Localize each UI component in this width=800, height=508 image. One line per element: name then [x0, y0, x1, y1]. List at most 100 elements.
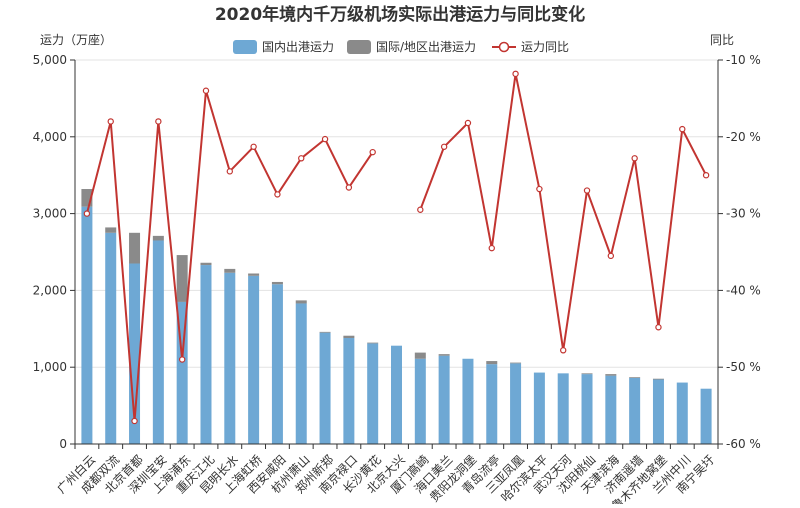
bar-domestic: [676, 382, 688, 444]
right-axis-tick-label: -50 %: [726, 360, 761, 374]
bar-international: [129, 232, 141, 264]
legend-item-yoy[interactable]: 运力同比: [492, 40, 569, 54]
yoy-point: [679, 125, 686, 133]
bar-domestic: [510, 363, 522, 444]
bar-domestic: [605, 375, 617, 444]
legend-item-international[interactable]: 国际/地区出港运力: [347, 40, 476, 54]
bar-domestic: [486, 364, 498, 444]
bar-international: [486, 361, 498, 365]
bar-international: [271, 281, 283, 285]
bar-domestic: [533, 372, 545, 444]
bar-domestic: [81, 206, 93, 444]
legend-swatch-international: [347, 40, 371, 54]
right-axis-tick-label: -20 %: [726, 130, 761, 144]
bar-domestic: [271, 284, 283, 444]
bar-international: [295, 300, 307, 304]
left-axis-tick-label: 1,000: [33, 360, 67, 374]
bar-international: [605, 374, 617, 376]
left-axis-tick-label: 5,000: [33, 53, 67, 67]
bar-international: [81, 189, 93, 207]
yoy-point: [583, 187, 591, 194]
yoy-point: [298, 155, 305, 162]
chart-title: 2020年境内千万级机场实际出港运力与同比变化: [215, 4, 585, 25]
bar-domestic: [700, 388, 712, 444]
bar-domestic: [129, 263, 141, 444]
bar-international: [152, 235, 164, 241]
bar-international: [438, 354, 450, 356]
yoy-point: [702, 171, 710, 179]
bar-international: [224, 268, 236, 273]
yoy-point: [178, 356, 186, 363]
right-axis-tick-label: -30 %: [726, 207, 761, 221]
bar-domestic: [152, 240, 164, 444]
yoy-point: [536, 185, 543, 193]
yoy-point: [274, 191, 281, 198]
yoy-point: [560, 347, 567, 354]
yoy-point: [512, 70, 519, 78]
yoy-point: [607, 252, 615, 260]
yoy-point: [131, 417, 138, 425]
bar-domestic: [295, 303, 307, 444]
yoy-point: [321, 135, 329, 143]
legend-marker-yoy: [498, 41, 510, 53]
yoy-point: [155, 118, 162, 125]
bar-domestic: [319, 332, 331, 444]
yoy-point: [345, 184, 353, 191]
axes: [70, 59, 723, 449]
bar-domestic: [105, 232, 117, 444]
left-axis-tick-label: 4,000: [33, 130, 67, 144]
bar-domestic: [343, 338, 355, 444]
left-axis-tick-label: 0: [59, 437, 67, 451]
yoy-point: [369, 148, 376, 156]
bar-domestic: [414, 358, 426, 444]
bar-domestic: [391, 345, 402, 444]
bar-international: [367, 342, 379, 344]
yoy-line: [83, 70, 710, 425]
yoy-point: [202, 87, 210, 94]
bar-domestic: [176, 301, 188, 444]
left-axis-title: 运力（万座）: [40, 32, 112, 47]
legend-item-domestic[interactable]: 国内出港运力: [233, 40, 334, 54]
yoy-point: [440, 143, 448, 150]
bar-international: [176, 255, 188, 302]
bar-international: [510, 362, 522, 364]
bar-domestic: [652, 379, 664, 444]
bar-domestic: [581, 374, 593, 444]
bar-domestic: [248, 275, 260, 444]
yoy-point: [107, 118, 114, 125]
legend-label-yoy: 运力同比: [521, 40, 569, 54]
bars: [81, 189, 712, 444]
bar-international: [652, 378, 664, 380]
bar-international: [414, 352, 426, 359]
legend: 国内出港运力 国际/地区出港运力 运力同比: [233, 40, 569, 54]
bar-domestic: [629, 377, 641, 444]
right-axis-tick-label: -10 %: [726, 53, 761, 67]
right-axis-tick-label: -40 %: [726, 283, 761, 297]
bar-international: [105, 227, 117, 233]
bar-domestic: [438, 355, 450, 444]
yoy-point: [226, 168, 233, 175]
left-axis-tick-label: 3,000: [33, 207, 67, 221]
bar-international: [248, 273, 260, 276]
bar-domestic: [557, 373, 569, 444]
yoy-point: [655, 324, 662, 331]
bar-domestic: [462, 358, 474, 444]
bar-domestic: [200, 265, 212, 444]
yoy-point: [464, 119, 472, 127]
legend-label-domestic: 国内出港运力: [262, 40, 334, 54]
bar-international: [200, 262, 212, 266]
yoy-point: [488, 244, 495, 252]
bar-international: [343, 335, 355, 339]
bar-international: [629, 377, 641, 378]
right-axis-tick-label: -60 %: [726, 437, 761, 451]
yoy-point: [417, 206, 424, 213]
bar-international: [581, 373, 593, 375]
yoy-line-segment: [419, 72, 707, 352]
yoy-point: [250, 143, 257, 150]
bar-domestic: [367, 343, 379, 444]
right-axis-title: 同比: [710, 33, 734, 47]
yoy-point: [631, 155, 638, 162]
bar-domestic: [224, 272, 236, 444]
